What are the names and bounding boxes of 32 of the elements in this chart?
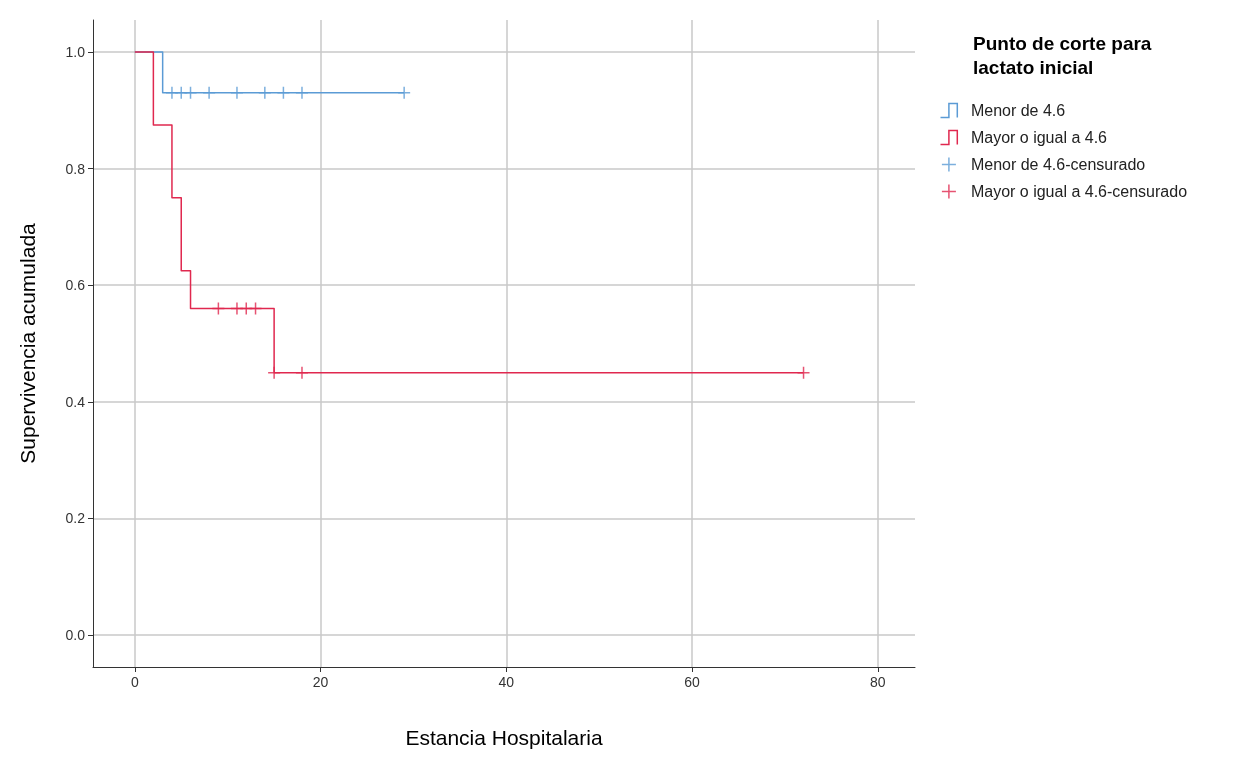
point — [276, 86, 291, 100]
point — [258, 86, 272, 100]
point — [295, 86, 309, 100]
legend-title: Punto de corte para lactato inicial — [973, 32, 1157, 78]
y-tick-label: 1.0 — [65, 44, 86, 61]
point — [267, 365, 281, 380]
x-tick-label: 80 — [870, 674, 886, 690]
y-axis-title: Supervivencia acumulada — [16, 222, 39, 464]
y-tick-label: 0.4 — [65, 393, 86, 410]
x-tick-label: 20 — [312, 674, 329, 690]
y-tick-label: 0.6 — [65, 277, 86, 294]
legend-label: Menor de 4.6 — [970, 102, 1066, 119]
point — [211, 301, 226, 316]
point — [183, 86, 198, 100]
point — [796, 365, 811, 380]
x-axis-title: Estancia Hospitalaria — [405, 726, 603, 749]
x-tick-label: 40 — [498, 674, 515, 690]
y-tick-label: 0.0 — [65, 626, 86, 643]
legend-label: Menor de 4.6-censurado — [970, 156, 1146, 173]
point — [295, 365, 309, 380]
legend-label: Mayor o igual a 4.6 — [970, 129, 1108, 146]
point — [230, 86, 244, 100]
point — [248, 301, 263, 316]
y-tick-label: 0.8 — [65, 160, 86, 177]
point — [174, 86, 188, 100]
y-tick-label: 0.2 — [65, 510, 86, 527]
x-tick-label: 0 — [130, 674, 139, 690]
point — [239, 301, 253, 316]
point — [397, 86, 411, 100]
point — [202, 86, 216, 100]
x-tick-label: 60 — [684, 674, 701, 690]
legend-label: Mayor o igual a 4.6-censurado — [970, 183, 1188, 200]
